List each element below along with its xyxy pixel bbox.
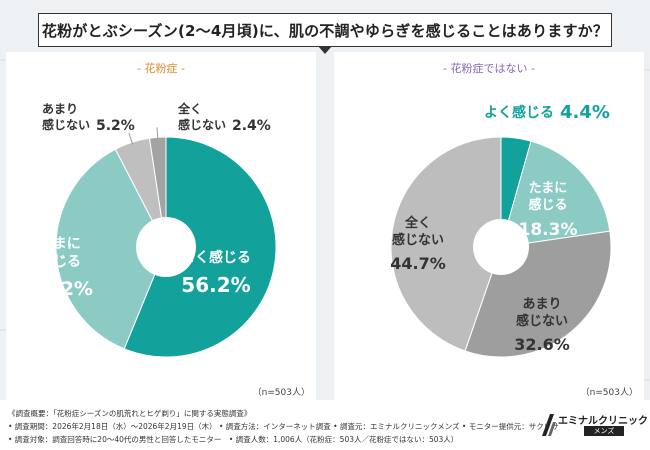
slice-value: 56.2% [181,273,250,297]
pie-chart-no-hayfever: よく感じる 4.4%たまに感じる18.3%あまり感じない32.6%全く感じない44… [390,102,612,358]
footer-line: 《調査概要：「花粉症シーズンの肌荒れとヒゲ剃り」に関する実態調査》 [8,409,252,418]
title-box: 花粉がとぶシーズン(2〜4月頃)に、肌の不調やゆらぎを感じることはありますか？ [38,13,612,47]
sample-size-hayfever: （n=503人） [252,388,310,398]
panel-hayfever: - 花粉症 - よく感じる 56.2% たまに 感じる 36.2% あまり 感じない 5.2%… [6,52,316,400]
brand-sub: メンズ [584,426,624,436]
slice-label-text: 感じない [42,117,90,132]
panel-title-hayfever: - 花粉症 - [137,62,185,75]
panel-title-no-hayfever: - 花粉症ではない - [443,62,535,75]
leader-line [128,132,134,145]
brand-name: エミナルクリニック [558,416,648,427]
brand-logo: エミナルクリニック メンズ [540,410,648,440]
slice-value: 32.6% [514,335,570,354]
pie-center-hole [473,219,529,275]
slice-value: 5.2% [96,118,135,134]
pie-slice [500,140,611,248]
slice-label: よく感じる 56.2% [181,249,251,297]
slice-label-text: 全く [177,101,202,116]
slice-label-text: よく感じる [484,104,554,121]
slice-label-text: あまり [42,102,78,116]
footer-line: • 調査対象：調査回答時に20〜40代の男性と回答したモニター • 調査人数：1… [8,435,459,444]
pie-slice [55,148,167,350]
slice-label-text: 感じない [516,313,568,329]
slice-label-text: 感じない [178,117,226,132]
slice-label-text: 感じる [39,253,81,270]
footer-line: • 調査期間：2026年2月18日（水）〜2026年2月19日（木） • 調査方… [8,422,559,431]
sample-size-no-hayfever: （n=503人） [580,388,638,398]
chart-title: 花粉がとぶシーズン(2〜4月頃)に、肌の不調やゆらぎを感じることはありますか？ [41,21,609,40]
slice-label-text: たまに [529,181,568,196]
slice-value: 36.2% [27,278,93,300]
slice-label: よく感じる 4.4% [484,102,610,123]
slice-label-text: 感じる [528,197,567,213]
pie-slice [123,136,277,358]
slice-label-text: 感じない [392,232,444,248]
slice-label-text: よく感じる [181,249,251,266]
slice-value: 2.4% [232,118,271,134]
panel-no-hayfever: - 花粉症ではない - よく感じる 4.4% たまに 感じる 18.3% あまり 感じない 3… [334,52,644,400]
pie-center-hole [136,217,196,277]
title-pointer [318,46,332,54]
brand-logo-icon [542,414,556,436]
footer: 《調査概要：「花粉症シーズンの肌荒れとヒゲ剃り」に関する実態調査》 • 調査期間… [0,400,650,450]
pie-slice [390,136,502,352]
slice-label-text: たまに [39,236,81,252]
slice-value: 4.4% [560,102,610,123]
slice-label-text: あまり [522,297,561,312]
slice-value: 18.3% [519,220,578,240]
slice-value: 44.7% [390,254,446,273]
leader-line [156,127,159,140]
slice-label-text: 全く [404,215,431,231]
